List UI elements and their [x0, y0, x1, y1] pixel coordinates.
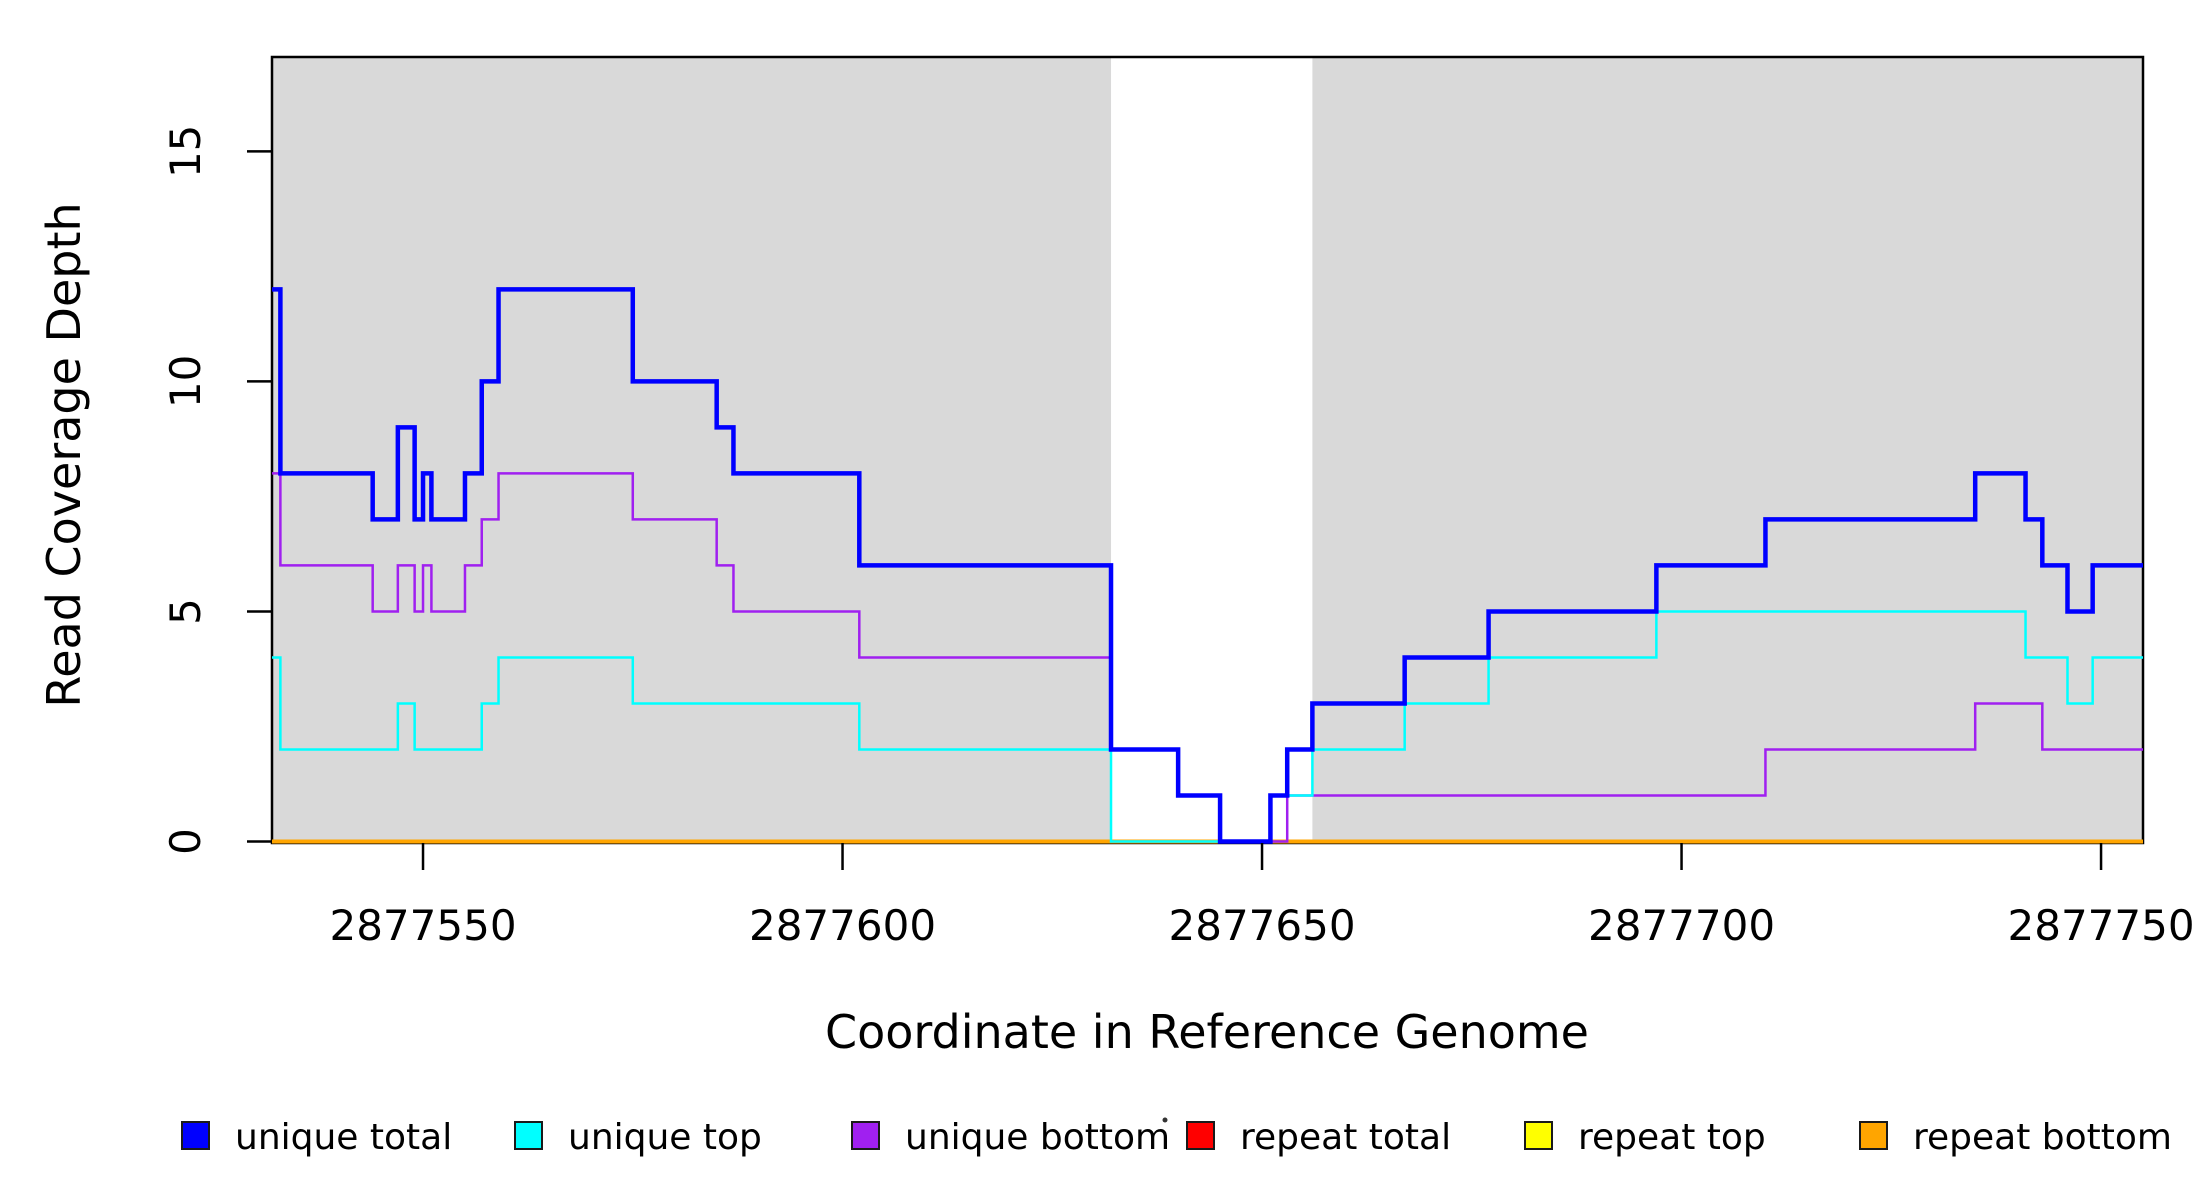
y-tick-label: 10 — [161, 355, 210, 408]
legend-item: repeat bottom — [1859, 1117, 2172, 1158]
legend-swatch-unique-total — [181, 1121, 210, 1150]
series-line-unique-top — [272, 610, 2143, 843]
legend-label: repeat total — [1240, 1117, 1451, 1158]
legend-swatch-unique-top — [514, 1121, 543, 1150]
series-line-unique-bottom — [272, 472, 2143, 843]
legend-item: unique total — [181, 1117, 452, 1158]
x-axis-title: Coordinate in Reference Genome — [825, 1005, 1589, 1059]
shaded-region-left — [272, 57, 1112, 843]
legend-item: repeat top — [1524, 1117, 1766, 1158]
legend-label: unique total — [235, 1117, 452, 1158]
series-line-unique-total — [272, 287, 2143, 844]
x-tick-label: 2877750 — [2008, 901, 2195, 950]
legend-swatch-repeat-top — [1524, 1121, 1553, 1150]
legend-item: unique bottom — [851, 1117, 1170, 1158]
x-tick-label: 2877600 — [749, 901, 936, 950]
x-tick-label: 2877650 — [1169, 901, 1356, 950]
x-tick-label: 2877700 — [1588, 901, 1775, 950]
legend-swatch-unique-bottom — [851, 1121, 880, 1150]
legend-label: unique top — [568, 1117, 762, 1158]
legend-label: repeat bottom — [1913, 1117, 2172, 1158]
legend-swatch-repeat-total — [1186, 1121, 1215, 1150]
stray-dot-artifact — [1162, 1117, 1168, 1123]
y-tick-label: 0 — [161, 828, 210, 855]
legend-label: repeat top — [1578, 1117, 1766, 1158]
y-tick-label: 5 — [161, 598, 210, 625]
y-tick-label: 15 — [161, 125, 210, 178]
legend-item: unique top — [514, 1117, 762, 1158]
legend-swatch-repeat-bottom — [1859, 1121, 1888, 1150]
y-axis-title: Read Coverage Depth — [37, 202, 91, 707]
x-tick-label: 2877550 — [329, 901, 516, 950]
legend-label: unique bottom — [905, 1117, 1170, 1158]
shaded-region-right — [1312, 57, 2143, 843]
legend-item: repeat total — [1186, 1117, 1451, 1158]
